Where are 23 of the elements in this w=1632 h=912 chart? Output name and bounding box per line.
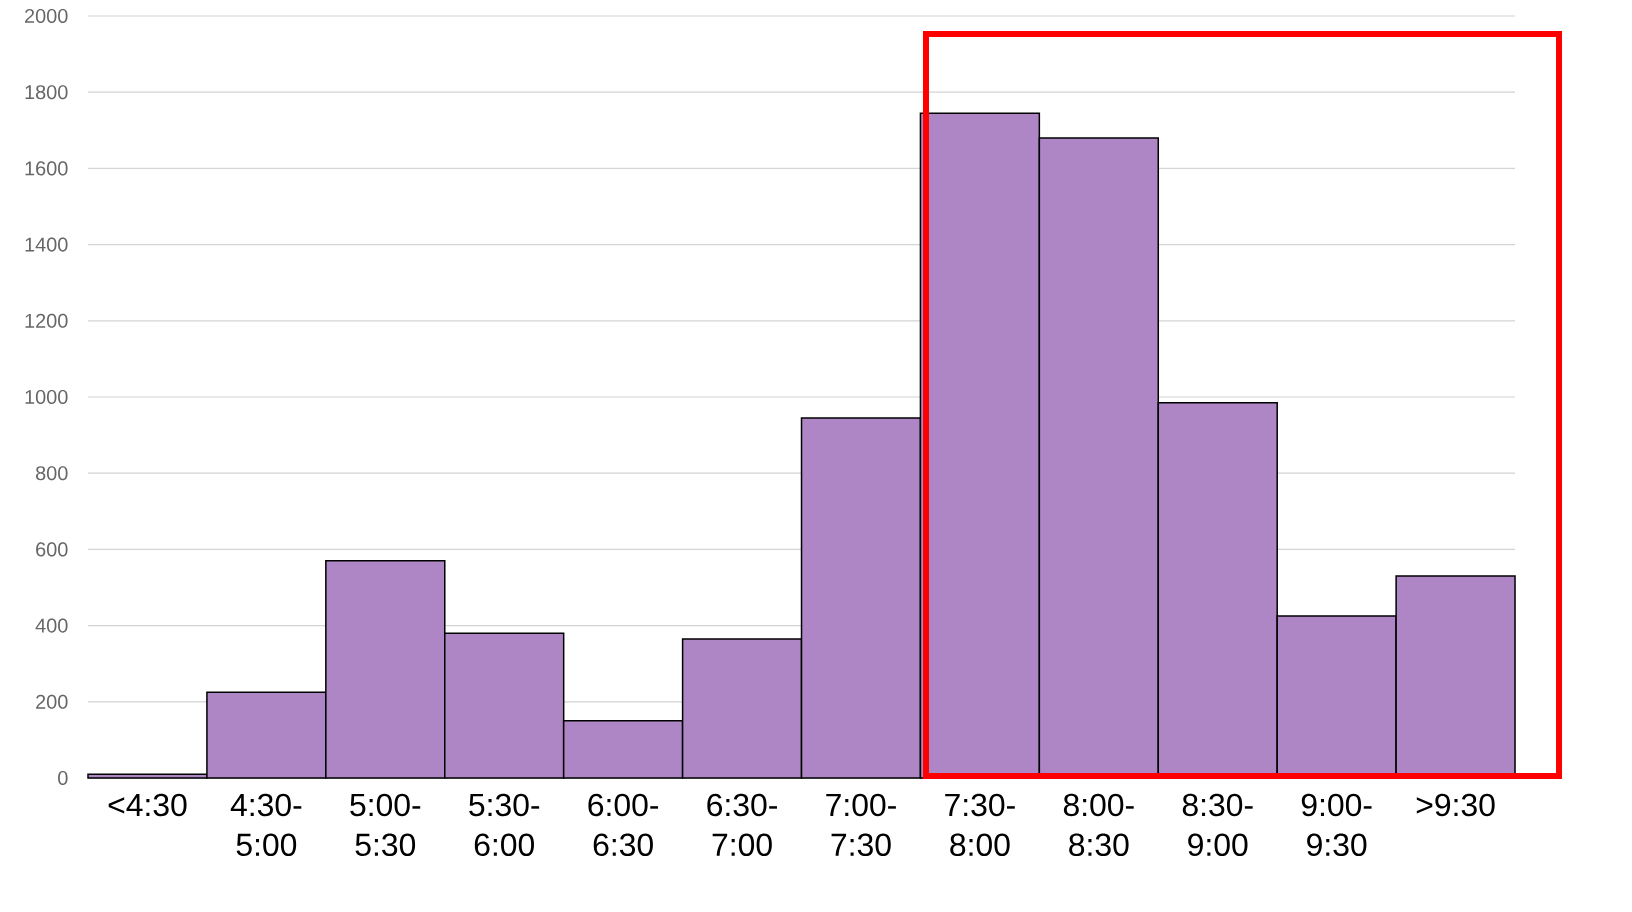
x-tick-label: 7:00-7:30 (826, 793, 896, 857)
y-tick-label: 0 (58, 770, 68, 786)
y-tick-label: 1800 (25, 85, 68, 100)
y-tick-label: 800 (35, 466, 68, 481)
x-tick-label: 7:30-8:00 (945, 793, 1015, 857)
x-tick-label: 9:00-9:30 (1301, 793, 1372, 857)
y-tick-label: 1000 (25, 389, 68, 405)
x-tick-label: 6:00-6:30 (588, 793, 659, 857)
x-tick-label: 4:30-5:00 (230, 793, 302, 857)
y-tick-label: 200 (36, 694, 68, 709)
y-tick-label: 600 (36, 542, 68, 557)
y-tick-label: 2000 (25, 8, 68, 24)
x-tick-label: <4:30 (108, 793, 187, 817)
x-tick-label: 5:30-6:00 (469, 793, 540, 857)
y-tick-label: 1400 (25, 237, 68, 252)
x-tick-label: 8:30-9:00 (1182, 793, 1253, 857)
y-tick-label: 400 (35, 618, 68, 633)
x-tick-label: 5:00-5:30 (350, 793, 421, 857)
y-tick-label: 1200 (25, 313, 68, 328)
x-tick-label: >9:30 (1416, 793, 1495, 817)
x-tick-label: 6:30-7:00 (707, 793, 777, 857)
y-tick-label: 1600 (25, 161, 68, 176)
x-tick-label: 8:00-8:30 (1063, 793, 1134, 857)
